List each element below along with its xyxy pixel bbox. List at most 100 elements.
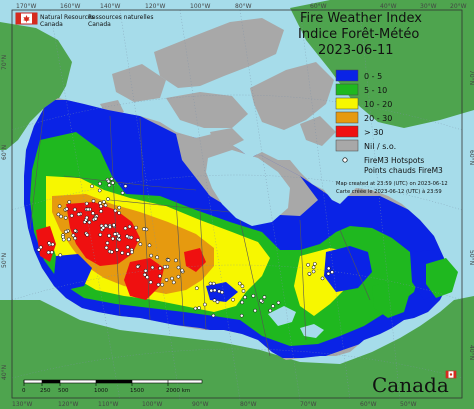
- hotspot-marker: [106, 179, 111, 184]
- grat-right-label: 50°N: [468, 250, 474, 265]
- hotspot-marker: [84, 201, 89, 206]
- hotspot-marker: [211, 281, 216, 286]
- hotspot-marker: [268, 308, 273, 313]
- legend-label: 5 - 10: [364, 86, 387, 95]
- hotspot-marker: [194, 286, 199, 291]
- hotspot-marker: [276, 300, 281, 305]
- grat-bottom-label: 100°W: [142, 401, 162, 408]
- grat-left-label: 60°N: [1, 145, 8, 160]
- hotspot-marker: [271, 304, 275, 308]
- title-en: Fire Weather Index: [300, 11, 422, 26]
- hotspot-marker: [162, 265, 167, 269]
- hotspot-marker: [99, 204, 103, 209]
- hotspot-marker: [97, 188, 102, 193]
- grat-top-label: 80°W: [235, 3, 252, 10]
- grat-top-label: 40°W: [380, 3, 397, 10]
- grat-top-label: 100°W: [190, 3, 210, 10]
- hotspot-legend: FireM3 Hotspots Points chauds FireM3: [342, 156, 443, 175]
- hotspot-marker: [180, 268, 184, 273]
- hotspot-marker: [176, 274, 181, 279]
- hotspot-marker: [69, 213, 74, 218]
- hotspot-marker: [64, 207, 69, 211]
- hotspot-marker: [171, 280, 176, 285]
- hotspots-label-en: FireM3 Hotspots: [364, 156, 424, 165]
- hotspot-marker: [76, 212, 81, 217]
- scale-tick-label: 2000 km: [166, 388, 190, 394]
- hotspot-marker: [129, 235, 134, 240]
- grat-bottom-label: 80°W: [240, 401, 257, 408]
- grat-left-label: 70°N: [1, 55, 8, 70]
- hotspot-marker: [117, 205, 122, 210]
- hotspot-marker: [243, 295, 247, 300]
- boundaries: [29, 107, 371, 357]
- scale-tick-label: 250: [40, 388, 51, 394]
- hotspot-marker: [108, 225, 112, 229]
- legend-swatch: [335, 69, 359, 82]
- hotspot-marker: [209, 288, 214, 293]
- hotspot-marker: [67, 237, 71, 242]
- hotspot-marker: [253, 308, 257, 313]
- hotspot-marker: [138, 242, 143, 247]
- hotspot-marker: [73, 228, 78, 233]
- hotspot-marker: [217, 289, 221, 294]
- hotspot-marker: [170, 276, 174, 281]
- grat-bottom-label: 120°W: [58, 401, 78, 408]
- hotspot-marker: [311, 265, 316, 270]
- hotspot-marker: [147, 243, 152, 248]
- canada-wordmark: Canada: [372, 370, 457, 397]
- hotspot-marker: [240, 300, 244, 305]
- hotspot-marker: [166, 258, 171, 262]
- grat-top-label: 140°W: [100, 3, 120, 10]
- hotspot-marker: [103, 203, 108, 208]
- hotspot-marker: [135, 264, 140, 269]
- hotspot-marker: [212, 288, 217, 293]
- legend-label: Nil / s.o.: [364, 142, 396, 151]
- hotspot-marker: [104, 245, 109, 250]
- hotspot-marker: [73, 236, 77, 241]
- grat-right-label: 40°N: [468, 345, 474, 360]
- hotspot-marker: [240, 284, 245, 289]
- legend-swatch: [335, 111, 359, 124]
- hotspot-marker: [58, 253, 63, 258]
- hotspot-marker: [91, 211, 95, 216]
- hotspot-marker: [117, 211, 121, 215]
- hotspot-marker: [38, 245, 43, 250]
- legend-label: 20 - 30: [364, 114, 392, 123]
- title-fr: Indice Forêt-Météo: [298, 27, 419, 42]
- hotspot-marker: [148, 280, 153, 285]
- hotspot-marker: [176, 265, 181, 270]
- hotspot-marker: [158, 274, 162, 278]
- hotspot-marker: [307, 271, 312, 276]
- hotspot-marker: [326, 271, 331, 276]
- hotspot-marker: [110, 181, 115, 185]
- grat-bottom-label: 90°W: [192, 401, 209, 408]
- hotspot-marker: [123, 226, 128, 231]
- hotspot-marker: [164, 278, 169, 282]
- hotspot-marker: [155, 255, 159, 260]
- hotspot-marker: [135, 238, 140, 242]
- hotspot-marker: [262, 295, 267, 299]
- hotspot-marker: [259, 298, 263, 303]
- hotspot-marker: [98, 232, 103, 237]
- graticule-right: 70°N 60°N 50°N 40°N: [468, 70, 474, 360]
- hotspot-marker: [197, 306, 201, 310]
- legend-label: > 30: [364, 128, 383, 137]
- hotspot-marker: [117, 237, 122, 242]
- title-date: 2023-06-11: [318, 43, 394, 58]
- hotspot-marker: [98, 201, 102, 205]
- maple-leaf-icon: [23, 15, 30, 23]
- hotspot-marker: [306, 262, 310, 267]
- hotspot-marker: [47, 241, 51, 245]
- legend-swatch: [335, 83, 359, 96]
- hotspot-marker: [174, 258, 178, 263]
- legend-swatch: [335, 139, 359, 152]
- created-note-fr: Carte créée le 2023-06-12 (UTC) à 23:59: [336, 188, 442, 195]
- hotspot-marker: [61, 237, 66, 242]
- hotspot-marker: [101, 226, 106, 230]
- great-lakes: [268, 306, 296, 326]
- hotspot-marker: [150, 265, 155, 270]
- wordmark-text: Canada: [372, 373, 449, 397]
- hotspot-marker: [113, 208, 118, 213]
- hotspot-marker: [241, 289, 246, 293]
- hotspot-marker: [158, 266, 162, 271]
